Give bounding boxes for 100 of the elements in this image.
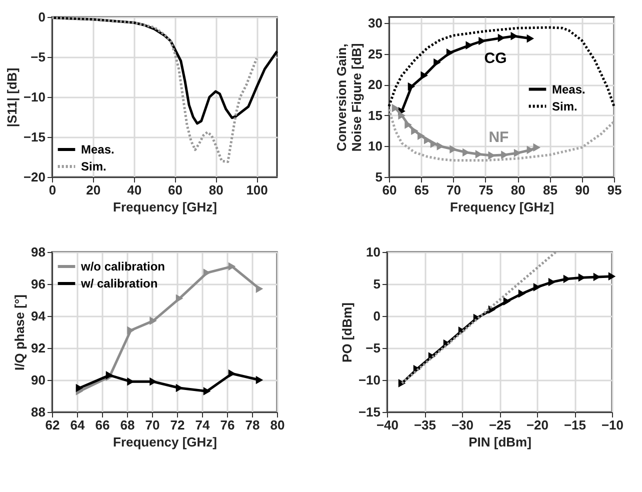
x-tick-label: 62: [45, 418, 60, 432]
point: [514, 148, 522, 158]
point: [392, 104, 400, 112]
point: [450, 145, 457, 154]
legend-label: Sim.: [81, 160, 106, 174]
y-tick-label: 0: [373, 308, 380, 324]
y-axis-title: PO [dBm]: [339, 302, 354, 362]
point: [434, 58, 441, 67]
x-tick-label: 75: [478, 182, 494, 198]
y-tick-label: 90: [31, 372, 46, 388]
x-tick-label: 85: [542, 182, 558, 198]
x-axis-title: Frequency [GHz]: [112, 434, 218, 450]
y-tick-label: 0: [38, 10, 46, 24]
point: [608, 272, 616, 281]
line-series: [50, 16, 258, 164]
point: [466, 41, 473, 50]
y-tick-label: −15: [358, 404, 380, 420]
point: [411, 126, 418, 136]
x-tick-label: 74: [195, 418, 210, 432]
x-tick-label: 78: [245, 418, 260, 432]
y-tick-label: 96: [31, 276, 46, 292]
point: [228, 369, 236, 378]
x-tick-label: 76: [220, 418, 235, 432]
legend-label: Meas.: [81, 142, 114, 156]
x-tick-label: 70: [145, 418, 160, 432]
x-tick-label: 60: [382, 182, 397, 198]
y-tick-label: 5: [375, 170, 382, 184]
y-tick-label: 20: [368, 77, 382, 92]
x-tick-label: 80: [208, 182, 224, 198]
y-tick-label: −20: [23, 170, 46, 184]
point: [420, 71, 428, 80]
y-tick-label: 92: [31, 340, 46, 356]
y-tick-label: −5: [30, 50, 46, 64]
annotation: CG: [484, 50, 507, 67]
y-tick-label: −10: [358, 372, 380, 388]
point: [446, 48, 454, 57]
point: [503, 297, 511, 306]
x-tick-label: 100: [246, 182, 268, 198]
y-tick-label: 5: [373, 276, 380, 292]
point: [150, 377, 157, 386]
y-tick-label: 88: [31, 404, 46, 420]
point: [533, 143, 540, 152]
x-tick-label: −25: [488, 418, 512, 432]
point: [436, 142, 444, 150]
point: [150, 316, 157, 325]
x-tick-label: 68: [120, 418, 135, 432]
y-axis-title: |S11| [dB]: [4, 68, 20, 128]
y-tick-label: 10: [366, 244, 380, 260]
point: [176, 294, 184, 303]
x-tick-label: 70: [446, 182, 462, 198]
point: [526, 146, 534, 154]
point: [76, 384, 84, 392]
point: [533, 283, 541, 292]
x-tick-label: −35: [414, 418, 436, 432]
point: [418, 132, 425, 140]
y-tick-label: 30: [368, 16, 382, 31]
x-tick-label: 80: [270, 418, 285, 432]
x-tick-label: 0: [48, 182, 56, 198]
y-tick-label: −15: [23, 130, 46, 144]
y-tick-label: 25: [368, 46, 382, 62]
point: [548, 278, 556, 286]
x-tick-label: 66: [95, 418, 110, 432]
y-tick-label: 15: [368, 108, 382, 123]
x-tick-label: −30: [451, 418, 474, 432]
x-tick-label: 60: [168, 182, 182, 198]
point: [256, 376, 264, 384]
y-tick-label: 10: [368, 138, 382, 154]
point: [127, 326, 134, 335]
x-tick-label: −20: [526, 418, 549, 432]
point: [228, 262, 236, 271]
x-tick-label: 40: [127, 182, 142, 198]
point: [203, 387, 211, 396]
point: [526, 34, 534, 43]
x-axis-title: Frequency [GHz]: [112, 200, 218, 214]
x-tick-label: 20: [86, 182, 101, 198]
x-tick-label: 72: [170, 418, 185, 432]
legend-label: Sim.: [552, 99, 578, 114]
y-axis-title: I/Q phase [°]: [12, 294, 28, 370]
x-tick-label: −15: [564, 418, 586, 432]
point: [203, 268, 211, 277]
x-tick-label: 80: [510, 182, 526, 198]
y-tick-label: 94: [31, 308, 46, 324]
x-tick-label: 95: [607, 182, 622, 198]
x-tick-label: 64: [70, 418, 86, 432]
point: [408, 82, 416, 91]
annotation: NF: [488, 128, 509, 146]
point: [256, 284, 264, 293]
point: [424, 136, 432, 144]
y-axis-title: Conversion Gain, Noise Figure [dB]: [334, 43, 364, 152]
y-tick-label: −10: [23, 90, 46, 104]
x-tick-label: 65: [414, 182, 429, 198]
x-tick-label: −40: [376, 418, 399, 432]
y-tick-label: 98: [31, 244, 46, 260]
point: [518, 289, 526, 298]
point: [510, 32, 518, 40]
legend-label: w/ calibration: [80, 276, 158, 290]
y-tick-label: −5: [366, 340, 380, 356]
point: [404, 120, 412, 129]
x-axis-title: PIN [dBm]: [468, 434, 532, 450]
legend-label: Meas.: [552, 82, 586, 96]
